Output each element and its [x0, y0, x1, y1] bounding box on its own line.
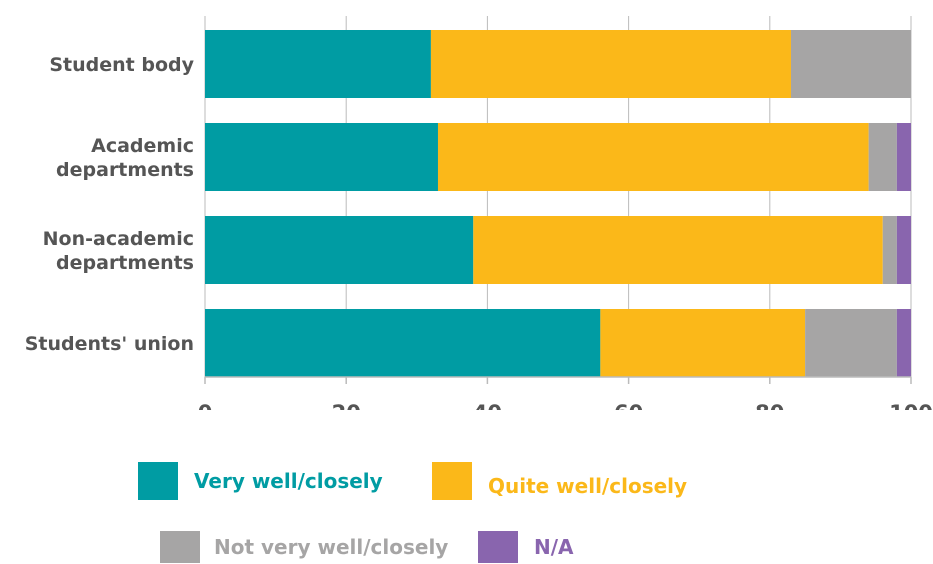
bar-non-academic-departments-n-a	[896, 216, 911, 284]
bar-student-body-quite-well-closely	[430, 30, 791, 98]
category-label-non-academic-departments-line-2: departments	[56, 252, 194, 274]
bar-student-body-very-well-closely	[205, 30, 431, 98]
x-tick-label-40: 40	[473, 401, 502, 410]
legend-item-quite-well: Quite well/closely	[432, 462, 687, 500]
legend-label-not-very-well: Not very well/closely	[214, 535, 449, 559]
legend-swatch-not-very-well	[160, 531, 200, 563]
category-label-non-academic-departments-line-1: Non-academic	[43, 228, 194, 250]
bar-students-union-not-very-well-closely	[805, 309, 897, 377]
category-label-academic-departments-line-2: departments	[56, 159, 194, 181]
legend-swatch-na	[478, 531, 518, 563]
category-label-academic-departments-line-1: Academic	[91, 135, 194, 157]
bar-non-academic-departments-not-very-well-closely	[882, 216, 897, 284]
legend-item-very-well: Very well/closely	[138, 462, 383, 500]
x-tick-label-0: 0	[198, 401, 213, 410]
x-tick-labels: 0 20 40 60 80 100	[198, 401, 933, 410]
x-tick-label-80: 80	[755, 401, 784, 410]
bar-non-academic-departments-very-well-closely	[205, 216, 474, 284]
bar-students-union-n-a	[896, 309, 911, 377]
bar-non-academic-departments-quite-well-closely	[473, 216, 883, 284]
x-tick-label-20: 20	[332, 401, 361, 410]
bar-academic-departments-n-a	[896, 123, 911, 191]
category-label-students-union: Students' union	[25, 333, 194, 355]
bar-student-body-not-very-well-closely	[790, 30, 911, 98]
bars	[205, 30, 911, 377]
category-labels: Student bodyAcademicdepartmentsNon-acade…	[25, 54, 195, 355]
legend-item-na: N/A	[478, 531, 574, 563]
legend-item-not-very-well: Not very well/closely	[160, 531, 448, 563]
x-tick-label-100: 100	[889, 401, 933, 410]
stacked-bar-chart: Student bodyAcademicdepartmentsNon-acade…	[25, 16, 933, 410]
axes	[204, 376, 912, 384]
bar-academic-departments-not-very-well-closely	[868, 123, 897, 191]
x-tick-label-60: 60	[614, 401, 643, 410]
bar-academic-departments-quite-well-closely	[437, 123, 869, 191]
legend-swatch-quite-well	[432, 462, 472, 500]
bar-students-union-quite-well-closely	[600, 309, 806, 377]
legend-label-na: N/A	[534, 535, 574, 559]
bar-students-union-very-well-closely	[205, 309, 601, 377]
category-label-student-body: Student body	[49, 54, 194, 76]
bar-academic-departments-very-well-closely	[205, 123, 438, 191]
legend-label-very-well: Very well/closely	[194, 469, 383, 493]
legend-swatch-very-well	[138, 462, 178, 500]
legend-label-quite-well: Quite well/closely	[488, 474, 688, 498]
